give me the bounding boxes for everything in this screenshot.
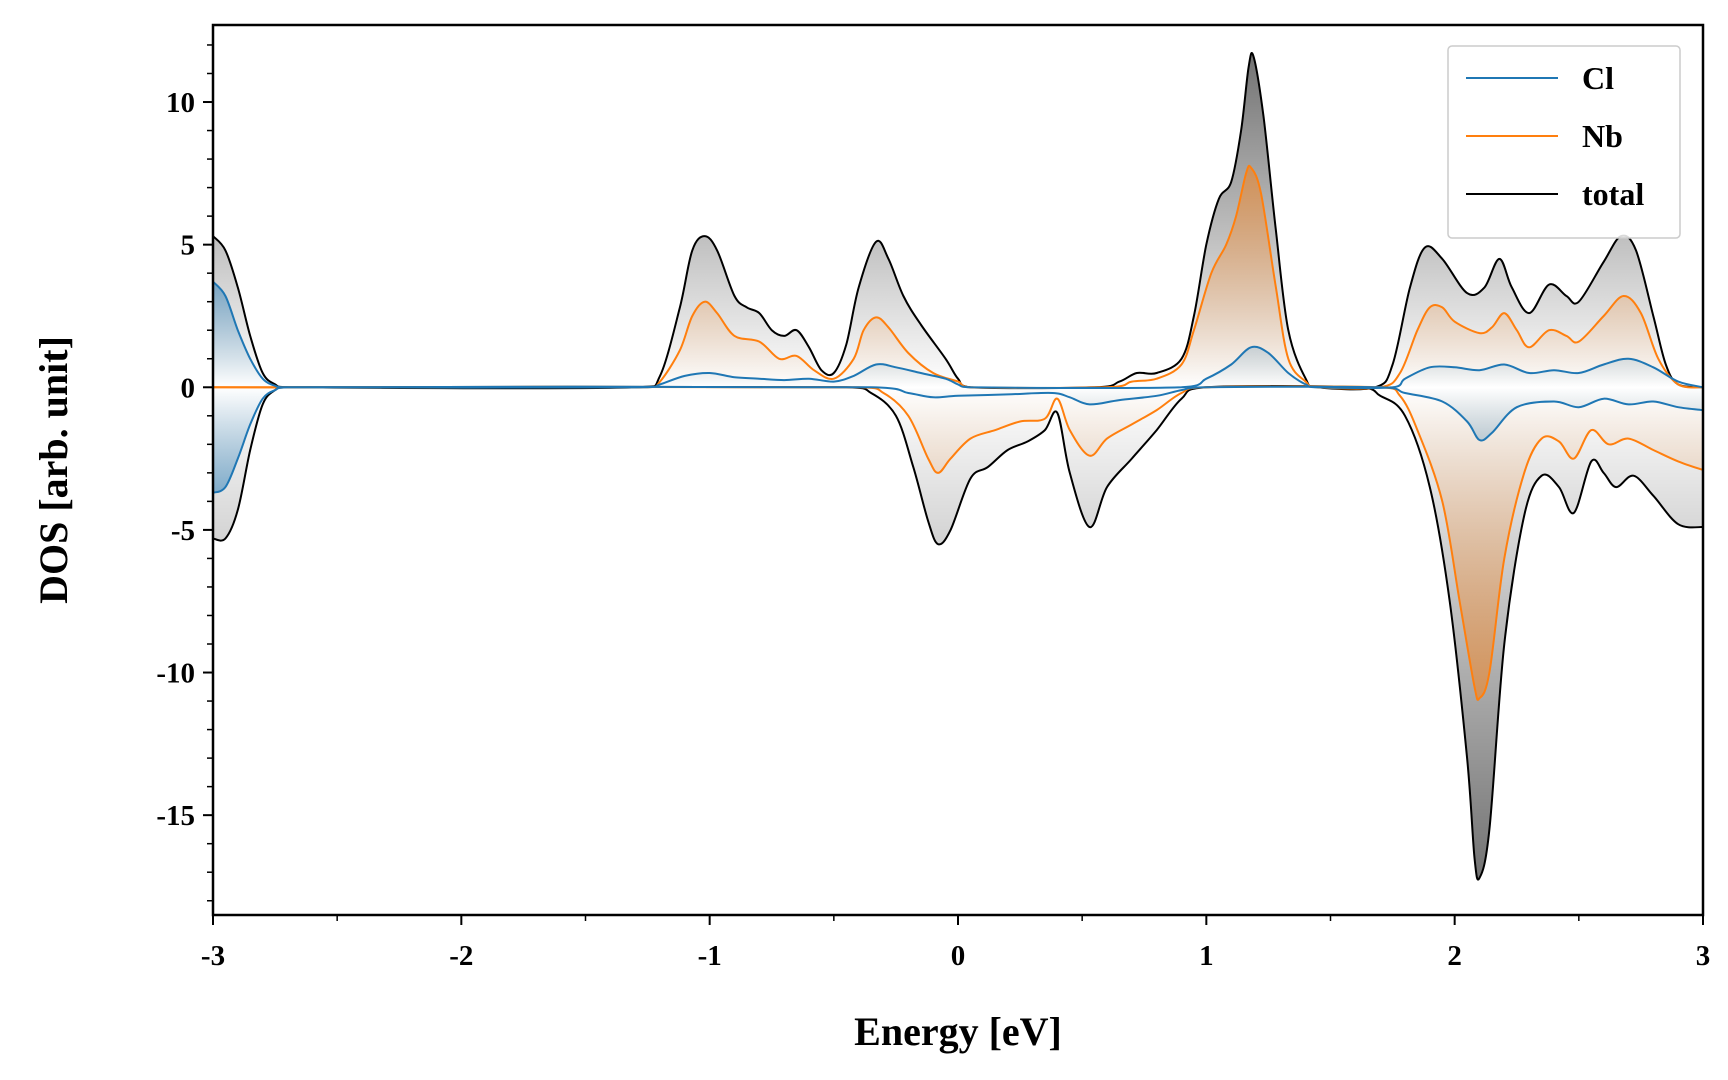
legend-label-nb: Nb <box>1582 118 1623 154</box>
x-tick-label: -3 <box>201 940 225 972</box>
x-tick-label: 2 <box>1447 940 1462 972</box>
area-cl-down <box>213 386 1703 493</box>
y-tick-label: 0 <box>181 372 196 404</box>
x-tick-label: 1 <box>1199 940 1214 972</box>
x-tick-label: -1 <box>698 940 722 972</box>
line-total-up <box>212 52 1704 391</box>
x-axis-label: Energy [eV] <box>854 1009 1062 1054</box>
y-tick-label: 5 <box>181 230 196 262</box>
legend: Cl Nb total <box>1447 45 1681 239</box>
x-tick-label: 3 <box>1696 940 1711 972</box>
area-nb-up <box>213 165 1703 389</box>
y-tick-label: -15 <box>156 800 195 832</box>
legend-box <box>1447 45 1681 239</box>
legend-label-total: total <box>1582 176 1644 212</box>
line-cl-down <box>212 385 1704 494</box>
y-axis-label: DOS [arb. unit] <box>31 336 76 604</box>
area-cl-up <box>213 281 1703 389</box>
y-tick-label: -10 <box>156 658 195 690</box>
x-tick-label: 0 <box>951 940 966 972</box>
y-tick-label: -5 <box>171 515 195 547</box>
line-nb-up <box>212 164 1704 390</box>
series-lines <box>212 52 1704 881</box>
x-tick-label: -2 <box>449 940 473 972</box>
legend-label-cl: Cl <box>1582 60 1614 96</box>
y-tick-label: 10 <box>166 87 195 119</box>
